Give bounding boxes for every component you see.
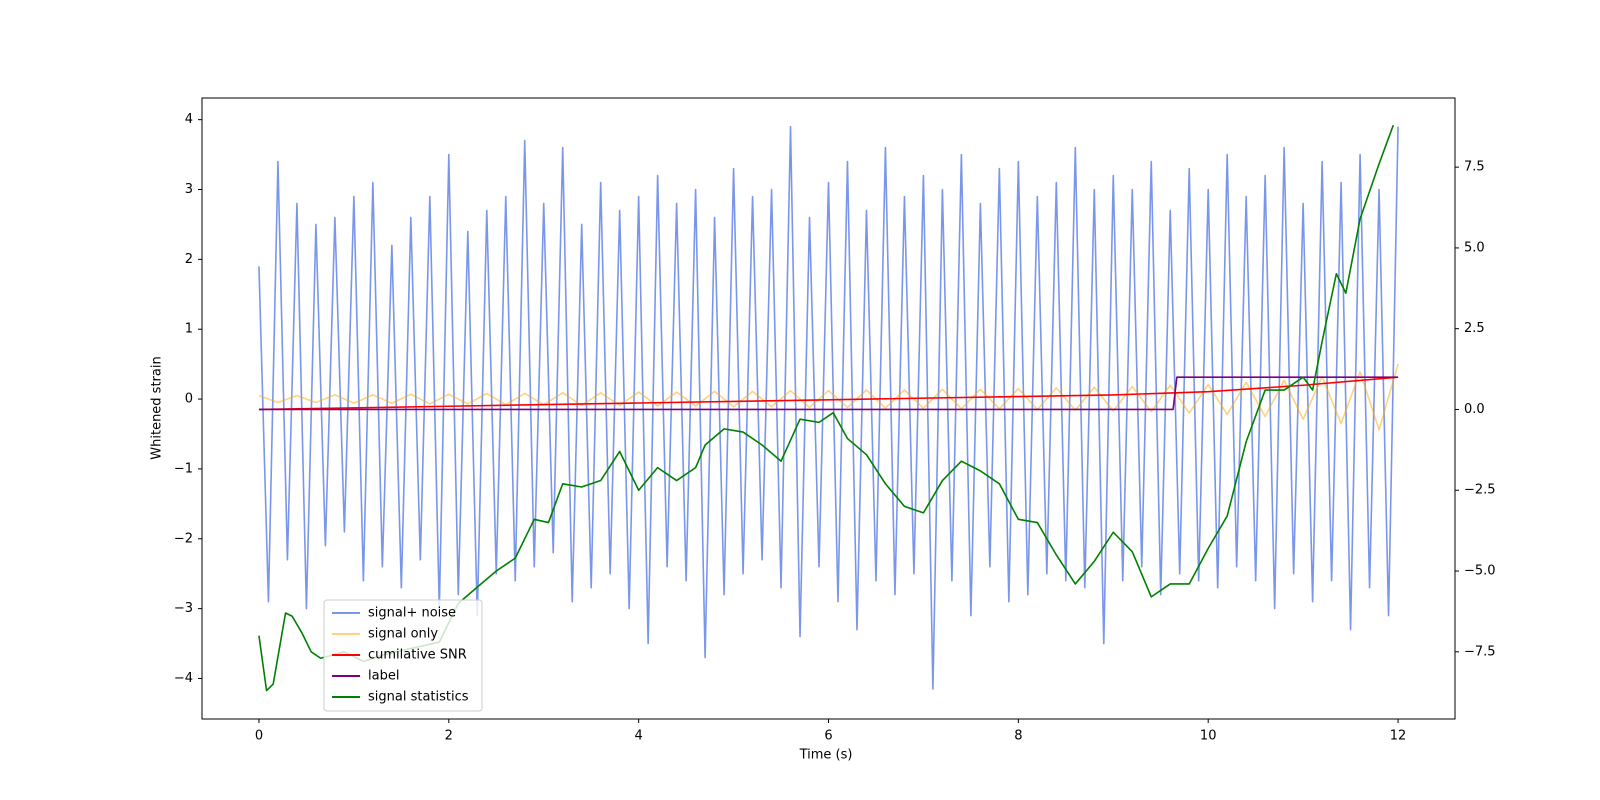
legend: signal+ noise signal only cumilative SNR la… [323,599,483,712]
series-line [258,363,1399,431]
legend-label: cumilative SNR [368,648,467,663]
legend-label: label [368,669,399,684]
series-line [258,125,1399,690]
x-tick-label: 0 [255,729,263,744]
y2-tick-label: 0.0 [1464,402,1485,417]
y-tick-label: 3 [185,182,193,197]
y-tick-label: −1 [174,461,193,476]
x-axis-label: Time (s) [799,748,853,763]
legend-label: signal+ noise [368,606,456,621]
y-tick-label: 0 [185,392,193,407]
legend-box [323,599,483,712]
y2-tick-label: −7.5 [1464,644,1496,659]
y-tick-label: 4 [185,112,193,127]
y2-tick-label: −2.5 [1464,483,1496,498]
series-line [258,376,1399,411]
x-tick-label: 6 [824,729,832,744]
y2-tick-label: 5.0 [1464,240,1485,255]
y2-tick-label: −5.0 [1464,564,1496,579]
x-tick-label: 4 [635,729,643,744]
y-tick-label: −2 [174,531,193,546]
legend-label: signal only [368,627,438,642]
x-tick-label: 2 [445,729,453,744]
y-tick-label: −3 [174,601,193,616]
x-tick-label: 8 [1014,729,1022,744]
y-tick-label: −4 [174,671,193,686]
legend-label: signal statistics [368,690,469,705]
y2-tick-label: 7.5 [1464,160,1485,175]
y2-tick-label: 2.5 [1464,321,1485,336]
y-tick-label: 2 [185,252,193,267]
series-line [258,376,1399,411]
y-axis-label: Whitened strain [150,356,165,459]
x-tick-label: 10 [1200,729,1217,744]
x-tick-label: 12 [1390,729,1407,744]
y-tick-label: 1 [185,322,193,337]
